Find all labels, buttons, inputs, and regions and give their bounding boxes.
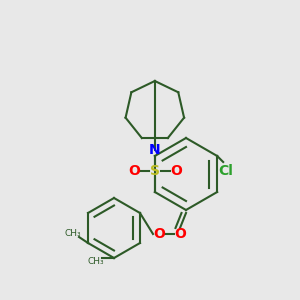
Text: Cl: Cl (219, 164, 234, 178)
Text: N: N (149, 143, 160, 157)
Text: O: O (128, 164, 140, 178)
Text: O: O (153, 227, 165, 241)
Text: S: S (150, 164, 160, 178)
Text: CH₃: CH₃ (65, 230, 81, 238)
Text: CH₃: CH₃ (88, 256, 104, 266)
Text: O: O (170, 164, 182, 178)
Text: O: O (174, 227, 186, 241)
